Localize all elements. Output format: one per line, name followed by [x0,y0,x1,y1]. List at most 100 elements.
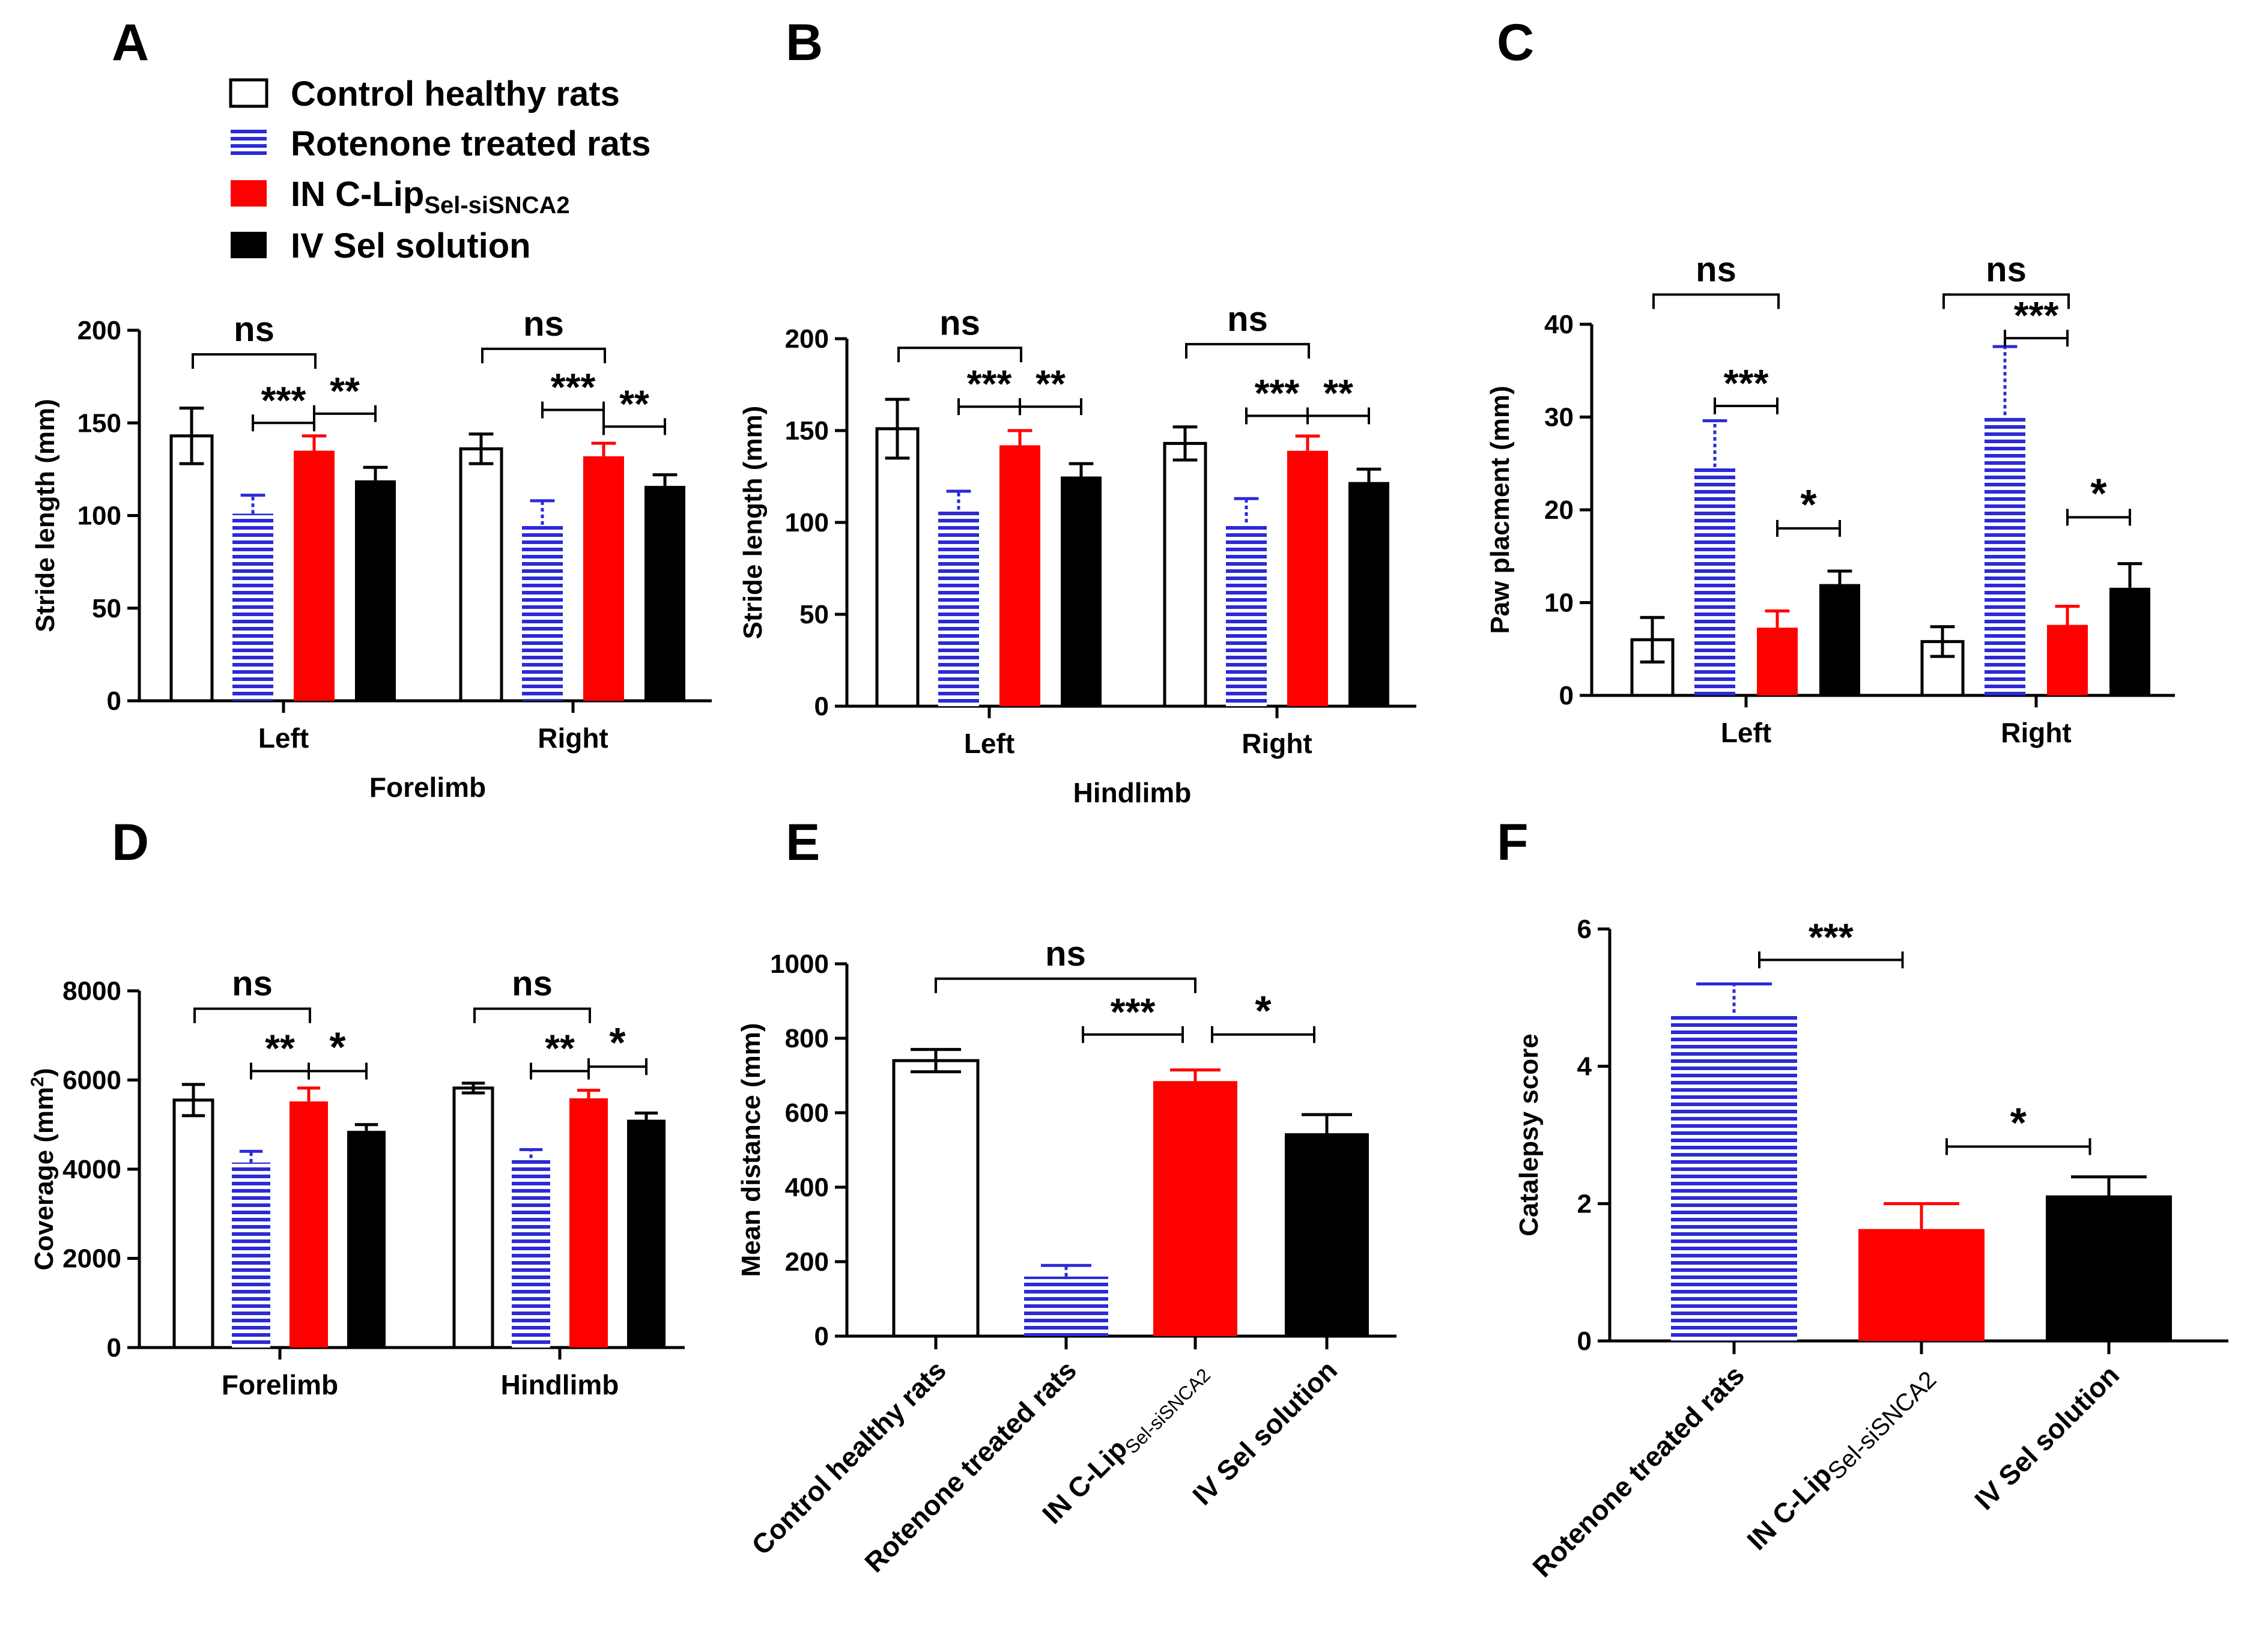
bar [1153,1081,1237,1336]
y-tick-label: 600 [785,1098,829,1128]
bar [1757,628,1798,695]
bar [569,1098,608,1348]
x-category-label: IN C-LipSel-siSNCA2 [1741,1359,1941,1560]
bar [1287,450,1328,706]
significance-label: *** [2014,294,2059,337]
y-tick-label: 4000 [62,1155,121,1184]
bar [1163,441,1207,708]
significance-label: *** [967,362,1012,405]
bar [452,1086,494,1349]
significance-label: ns [234,310,274,349]
x-group-label: Left [964,728,1014,759]
bar [644,486,685,701]
legend-swatch-hatch [231,130,267,156]
y-tick-label: 200 [785,1247,829,1277]
y-axis-label: Stride length (mm) [738,406,768,640]
y-tick-label: 0 [107,686,121,716]
bar [1819,584,1860,695]
bar [172,1098,214,1349]
significance-label: ** [330,369,360,413]
x-group-label: Right [2001,717,2072,748]
significance-bracket [192,353,317,369]
panel-d-chart: 0 2000 4000 6000 8000 Coverage (mm2) Forelimb n… [28,964,685,1400]
significance-label: ns [232,964,273,1003]
y-tick-label: 200 [785,324,829,354]
x-axis-title: Hindlimb [1073,777,1192,808]
significance-bracket [481,347,606,363]
bar [2109,587,2150,695]
legend-swatch-black [231,232,267,258]
bar [1226,522,1267,706]
significance-label: ** [265,1027,295,1070]
significance-label: * [1800,481,1817,528]
y-tick-label: 50 [92,594,121,623]
significance-bracket [897,346,1022,363]
x-group-label: Right [1242,728,1312,759]
panel-f-chart: 0 2 4 6 Catalepsy score Rotenone treated rats… [1514,915,2228,1583]
y-tick-label: 100 [785,508,829,537]
bar [1985,415,2025,695]
y-tick-label: 40 [1544,310,1574,339]
bar [1285,1133,1369,1336]
bar [999,445,1040,706]
significance-label: ** [545,1027,575,1070]
y-tick-label: 2 [1577,1189,1592,1218]
legend-swatch-red [231,180,267,207]
bar [512,1158,550,1348]
y-tick-label: 0 [1577,1327,1592,1356]
bar [290,1101,328,1348]
bar [1671,1012,1797,1341]
bar [355,480,396,701]
panel-label-d: D [112,814,149,871]
y-tick-label: 150 [785,416,829,446]
bar [875,427,920,708]
significance-label: ns [1045,934,1086,973]
legend-label: Rotenone treated rats [291,124,650,163]
significance-label: * [609,1019,626,1066]
y-tick-label: 150 [77,408,121,438]
y-tick-label: 6000 [62,1066,121,1095]
bar [583,456,624,701]
legend-label: Control healthy rats [291,74,620,113]
panel-label-f: F [1497,814,1529,871]
y-tick-label: 0 [1559,681,1574,710]
significance-label: *** [551,366,596,409]
legend: Control healthy rats Rotenone treated rat… [229,74,650,265]
y-tick-label: 6 [1577,915,1592,944]
bar [627,1119,666,1348]
significance-label: ** [619,382,649,425]
significance-bracket [935,977,1196,993]
significance-label: * [2010,1099,2027,1146]
y-tick-label: 200 [77,316,121,345]
panel-label-a: A [112,14,149,71]
x-category-label: Rotenone treated rats [1526,1359,1750,1583]
y-tick-label: 1000 [770,949,829,979]
significance-label: *** [261,378,306,422]
bar [459,447,503,703]
y-tick-label: 50 [799,600,829,629]
bar [2046,1195,2172,1341]
bar [232,513,273,701]
legend-label: IV Sel solution [291,226,531,265]
y-axis-label: Paw placment (mm) [1485,386,1515,634]
y-axis-label: Stride length (mm) [31,399,60,632]
bar [938,509,979,706]
bar [294,450,335,701]
bar [2047,625,2088,695]
y-tick-label: 20 [1544,495,1574,525]
y-tick-label: 0 [814,692,829,721]
y-tick-label: 800 [785,1024,829,1053]
significance-bracket [1185,343,1310,359]
y-tick-label: 400 [785,1173,829,1202]
x-group-label: Forelimb [222,1369,338,1400]
significance-bracket [1942,293,2070,309]
y-tick-label: 0 [814,1322,829,1351]
legend-swatch-white [229,78,268,108]
significance-label: ns [512,964,553,1003]
x-group-label: Right [538,722,608,754]
